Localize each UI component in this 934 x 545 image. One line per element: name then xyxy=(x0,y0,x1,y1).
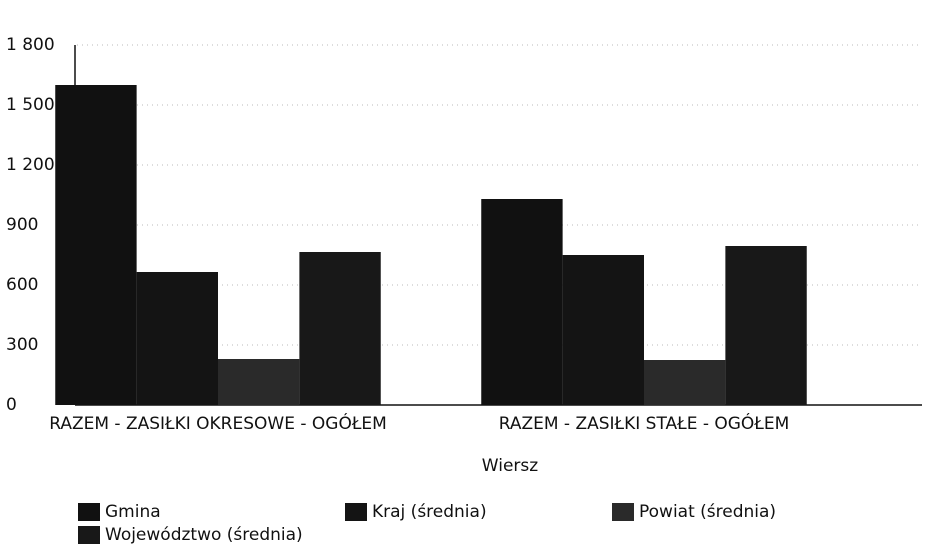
y-tick-label: 1 200 xyxy=(6,155,55,175)
x-tick-label: RAZEM - ZASIŁKI OKRESOWE - OGÓŁEM xyxy=(49,412,387,434)
legend-swatch xyxy=(345,503,367,521)
y-tick-label: 300 xyxy=(6,335,38,355)
y-tick-label: 1 500 xyxy=(6,95,55,115)
legend-swatch xyxy=(78,503,100,521)
legend-label: Gmina xyxy=(105,502,161,522)
bar xyxy=(562,255,644,405)
bar xyxy=(481,199,563,405)
y-tick-label: 1 800 xyxy=(6,35,55,55)
bar xyxy=(299,252,381,405)
bar xyxy=(725,246,807,405)
bar xyxy=(55,85,137,405)
y-tick-label: 900 xyxy=(6,215,38,235)
bar xyxy=(644,360,726,405)
legend-label: Powiat (średnia) xyxy=(639,502,776,522)
x-tick-label: RAZEM - ZASIŁKI STAŁE - OGÓŁEM xyxy=(499,412,790,434)
y-tick-label: 600 xyxy=(6,275,38,295)
bar xyxy=(218,359,300,405)
x-axis-title: Wiersz xyxy=(482,456,538,476)
legend-label: Województwo (średnia) xyxy=(105,525,303,545)
legend-label: Kraj (średnia) xyxy=(372,502,487,522)
bar xyxy=(136,272,218,405)
y-tick-label: 0 xyxy=(6,395,17,415)
legend-swatch xyxy=(612,503,634,521)
legend-swatch xyxy=(78,526,100,544)
